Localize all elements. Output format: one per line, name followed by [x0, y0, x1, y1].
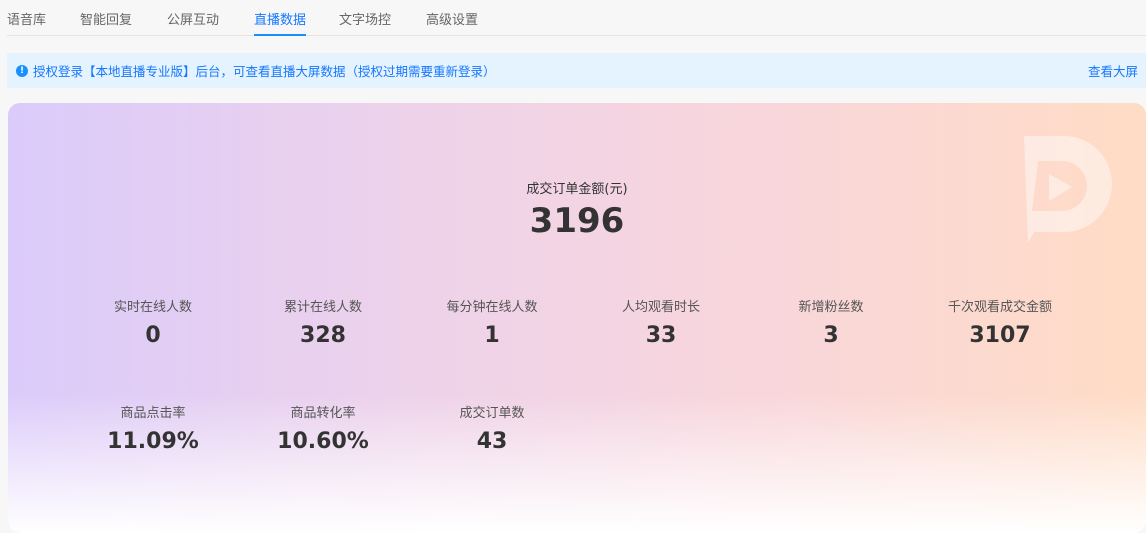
tab-advanced-settings[interactable]: 高级设置 [426, 13, 479, 28]
stat-label: 新增粉丝数 [798, 300, 864, 315]
order-amount-label: 成交订单金额(元) [526, 182, 628, 197]
stat-gpm: 千次观看成交金额 3107 [915, 296, 1085, 348]
stat-value: 10.60% [277, 429, 369, 454]
stat-value: 0 [145, 323, 161, 348]
stat-label: 每分钟在线人数 [446, 300, 538, 315]
tab-text-control[interactable]: 文字场控 [339, 13, 392, 28]
banner-text: 授权登录【本地直播专业版】后台，可查看直播大屏数据（授权过期需要重新登录） [33, 64, 496, 79]
tab-smart-reply[interactable]: 智能回复 [80, 13, 133, 28]
play-logo-icon [1024, 136, 1112, 243]
tab-voice-library[interactable]: 语音库 [7, 13, 47, 28]
stat-value: 33 [645, 323, 677, 348]
stat-per-minute-online: 每分钟在线人数 1 [407, 296, 577, 348]
stat-value: 328 [300, 323, 346, 348]
stat-value: 1 [484, 323, 500, 348]
stat-order-count: 成交订单数 43 [407, 402, 577, 454]
stat-label: 商品转化率 [290, 406, 356, 421]
stat-label: 商品点击率 [120, 406, 186, 421]
tab-live-data[interactable]: 直播数据 [254, 9, 307, 36]
stat-cumulative-online: 累计在线人数 328 [238, 296, 408, 348]
tab-bar: 语音库 智能回复 公屏互动 直播数据 文字场控 高级设置 [7, 0, 1146, 36]
tab-screen-interaction[interactable]: 公屏互动 [167, 13, 220, 28]
order-amount-value: 3196 [529, 201, 625, 241]
auth-banner: ! 授权登录【本地直播专业版】后台，可查看直播大屏数据（授权过期需要重新登录） … [7, 53, 1146, 88]
stat-label: 人均观看时长 [621, 300, 700, 315]
live-data-card: 成交订单金额(元) 3196 实时在线人数 0 累计在线人数 328 每分钟在线人数… [8, 103, 1146, 533]
stat-avg-watch-time: 人均观看时长 33 [576, 296, 746, 348]
stat-value: 3 [823, 323, 839, 348]
stat-new-fans: 新增粉丝数 3 [746, 296, 916, 348]
stat-value: 43 [476, 429, 508, 454]
stat-value: 3107 [969, 323, 1031, 348]
stat-label: 实时在线人数 [113, 300, 192, 315]
stat-click-rate: 商品点击率 11.09% [68, 402, 238, 454]
stat-conversion-rate: 商品转化率 10.60% [238, 402, 408, 454]
view-big-screen-link[interactable]: 查看大屏 [1087, 64, 1138, 79]
stat-label: 千次观看成交金额 [947, 300, 1052, 315]
stat-label: 成交订单数 [459, 406, 525, 421]
stat-value: 11.09% [107, 429, 199, 454]
stat-realtime-online: 实时在线人数 0 [68, 296, 238, 348]
info-icon: ! [16, 64, 28, 77]
stat-label: 累计在线人数 [283, 300, 362, 315]
